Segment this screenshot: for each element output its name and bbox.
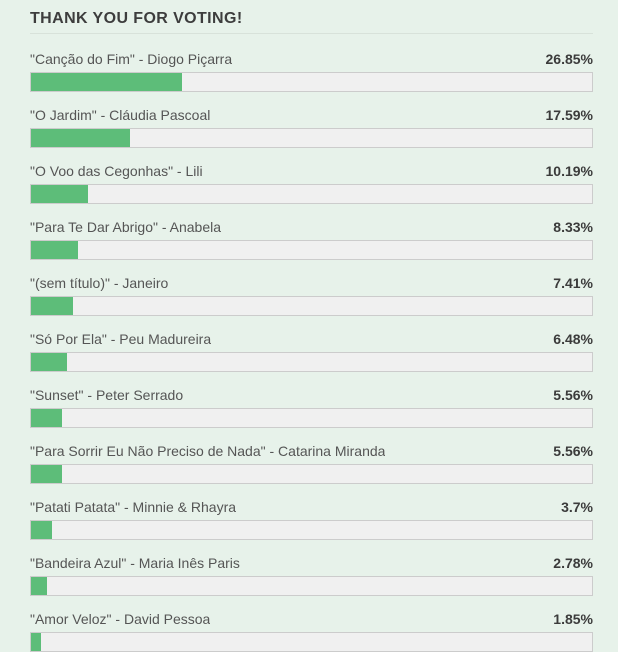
- answer-percentage: 2.78%: [553, 555, 593, 571]
- result-label-row: "Para Sorrir Eu Não Preciso de Nada" - C…: [30, 441, 593, 462]
- result-label-row: "Para Te Dar Abrigo" - Anabela 8.33%: [30, 217, 593, 238]
- result-label-row: "(sem título)" - Janeiro 7.41%: [30, 273, 593, 294]
- answer-label: "Patati Patata" - Minnie & Rhayra: [30, 499, 237, 515]
- poll-result-item: "Canção do Fim" - Diogo Piçarra 26.85%: [30, 49, 593, 92]
- answer-label: "Amor Veloz" - David Pessoa: [30, 611, 211, 627]
- answer-percentage: 6.48%: [553, 331, 593, 347]
- poll-result-item: "O Voo das Cegonhas" - Lili 10.19%: [30, 161, 593, 204]
- answer-label: "Bandeira Azul" - Maria Inês Paris: [30, 555, 240, 571]
- result-bar-track: [30, 632, 593, 652]
- result-bar-fill: [31, 577, 47, 595]
- poll-result-item: "Sunset" - Peter Serrado 5.56%: [30, 385, 593, 428]
- result-bar-fill: [31, 185, 89, 203]
- result-bar-fill: [31, 297, 73, 315]
- poll-result-item: "(sem título)" - Janeiro 7.41%: [30, 273, 593, 316]
- result-bar-fill: [31, 241, 78, 259]
- result-bar-fill: [31, 73, 182, 91]
- result-bar-track: [30, 520, 593, 540]
- answer-percentage: 5.56%: [553, 387, 593, 403]
- poll-result-item: "Só Por Ela" - Peu Madureira 6.48%: [30, 329, 593, 372]
- result-label-row: "Amor Veloz" - David Pessoa 1.85%: [30, 609, 593, 630]
- result-bar-track: [30, 464, 593, 484]
- answer-label: "Sunset" - Peter Serrado: [30, 387, 184, 403]
- answer-label: "Para Te Dar Abrigo" - Anabela: [30, 219, 222, 235]
- result-label-row: "Sunset" - Peter Serrado 5.56%: [30, 385, 593, 406]
- result-label-row: "Bandeira Azul" - Maria Inês Paris 2.78%: [30, 553, 593, 574]
- answer-percentage: 5.56%: [553, 443, 593, 459]
- result-bar-track: [30, 296, 593, 316]
- answer-label: "O Voo das Cegonhas" - Lili: [30, 163, 203, 179]
- answer-percentage: 7.41%: [553, 275, 593, 291]
- result-label-row: "O Jardim" - Cláudia Pascoal 17.59%: [30, 105, 593, 126]
- poll-result-item: "O Jardim" - Cláudia Pascoal 17.59%: [30, 105, 593, 148]
- result-label-row: "Canção do Fim" - Diogo Piçarra 26.85%: [30, 49, 593, 70]
- result-bar-fill: [31, 353, 68, 371]
- poll-results-list: "Canção do Fim" - Diogo Piçarra 26.85% "…: [30, 34, 593, 652]
- result-bar-track: [30, 72, 593, 92]
- poll-title: THANK YOU FOR VOTING!: [30, 0, 593, 34]
- answer-percentage: 10.19%: [545, 163, 593, 179]
- answer-percentage: 1.85%: [553, 611, 593, 627]
- result-bar-track: [30, 576, 593, 596]
- answer-percentage: 17.59%: [545, 107, 593, 123]
- result-bar-fill: [31, 465, 63, 483]
- answer-label: "Só Por Ela" - Peu Madureira: [30, 331, 212, 347]
- answer-percentage: 26.85%: [545, 51, 593, 67]
- result-bar-track: [30, 184, 593, 204]
- answer-percentage: 3.7%: [561, 499, 593, 515]
- result-bar-fill: [31, 129, 130, 147]
- result-bar-track: [30, 408, 593, 428]
- result-bar-track: [30, 352, 593, 372]
- poll-result-item: "Para Sorrir Eu Não Preciso de Nada" - C…: [30, 441, 593, 484]
- answer-label: "O Jardim" - Cláudia Pascoal: [30, 107, 211, 123]
- answer-label: "Canção do Fim" - Diogo Piçarra: [30, 51, 233, 67]
- poll-result-item: "Bandeira Azul" - Maria Inês Paris 2.78%: [30, 553, 593, 596]
- poll-result-item: "Patati Patata" - Minnie & Rhayra 3.7%: [30, 497, 593, 540]
- poll-results-widget: THANK YOU FOR VOTING! "Canção do Fim" - …: [30, 0, 593, 652]
- result-bar-track: [30, 128, 593, 148]
- poll-result-item: "Amor Veloz" - David Pessoa 1.85%: [30, 609, 593, 652]
- result-label-row: "O Voo das Cegonhas" - Lili 10.19%: [30, 161, 593, 182]
- result-bar-fill: [31, 521, 52, 539]
- result-bar-track: [30, 240, 593, 260]
- result-bar-fill: [31, 633, 42, 651]
- answer-label: "Para Sorrir Eu Não Preciso de Nada" - C…: [30, 443, 386, 459]
- result-label-row: "Patati Patata" - Minnie & Rhayra 3.7%: [30, 497, 593, 518]
- answer-label: "(sem título)" - Janeiro: [30, 275, 169, 291]
- poll-result-item: "Para Te Dar Abrigo" - Anabela 8.33%: [30, 217, 593, 260]
- answer-percentage: 8.33%: [553, 219, 593, 235]
- result-label-row: "Só Por Ela" - Peu Madureira 6.48%: [30, 329, 593, 350]
- result-bar-fill: [31, 409, 63, 427]
